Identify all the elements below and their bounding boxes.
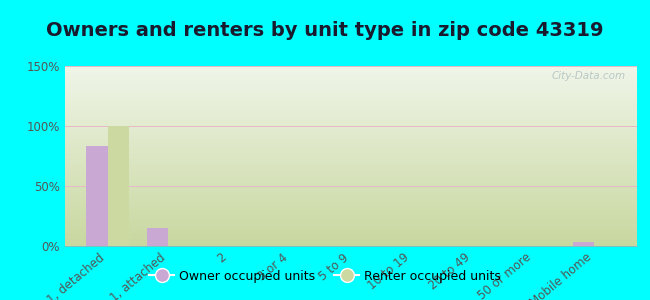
Text: City-Data.com: City-Data.com [551, 71, 625, 81]
Bar [147, 228, 168, 246]
Bar [573, 242, 594, 246]
Legend: Owner occupied units, Renter occupied units: Owner occupied units, Renter occupied un… [144, 265, 506, 288]
Bar [108, 126, 129, 246]
Text: Owners and renters by unit type in zip code 43319: Owners and renters by unit type in zip c… [46, 21, 604, 40]
Bar [86, 146, 108, 246]
